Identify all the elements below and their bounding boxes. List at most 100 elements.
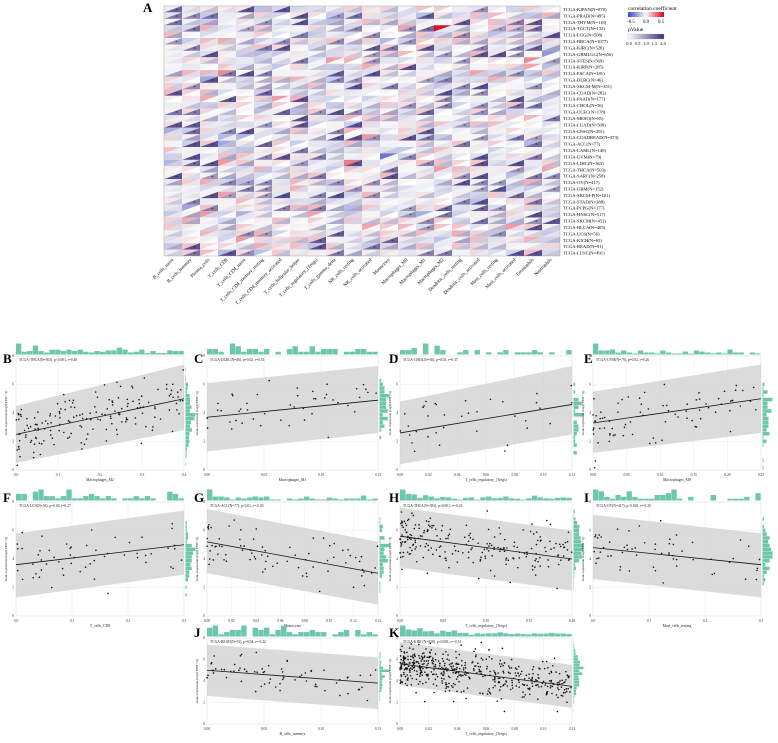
data-point <box>59 413 61 415</box>
data-point <box>456 668 458 670</box>
x-tick-label: 0.3 <box>182 619 187 623</box>
data-point <box>422 557 424 559</box>
data-point <box>514 415 516 417</box>
marginal-hist-bar-y <box>763 421 769 425</box>
data-point <box>534 566 536 568</box>
data-point <box>463 690 465 692</box>
marginal-hist-bar-x <box>321 349 326 355</box>
panel-label-b: B <box>3 351 12 366</box>
data-point <box>559 543 561 545</box>
heatmap-row-label: TCGA-UCEC(N=178) <box>563 110 606 115</box>
data-point <box>512 687 514 689</box>
data-point <box>306 680 308 682</box>
marginal-hist-bar-x <box>332 634 337 636</box>
data-point <box>261 686 263 688</box>
data-point <box>548 566 550 568</box>
data-point <box>255 691 257 693</box>
marginal-hist-bar-x <box>327 498 332 501</box>
y-tick-label: 6 <box>396 529 398 533</box>
data-point <box>526 684 528 686</box>
marginal-hist-bar-y <box>186 367 187 371</box>
data-point <box>677 416 679 418</box>
data-point <box>125 421 127 423</box>
y-tick-label: 6 <box>589 383 591 387</box>
data-point <box>356 388 358 390</box>
data-point <box>552 686 554 688</box>
marginal-hist-bar-x <box>61 496 66 500</box>
marginal-hist-bar-y <box>574 398 579 402</box>
data-point <box>402 541 404 543</box>
data-point <box>361 556 363 558</box>
data-point <box>157 389 159 391</box>
data-point <box>539 407 541 409</box>
data-point <box>21 548 23 550</box>
marginal-hist-bar-x <box>593 344 598 355</box>
data-point <box>467 687 469 689</box>
panel-label-f: F <box>3 490 11 505</box>
data-point <box>660 520 662 522</box>
x-tick-label: 0.2 <box>126 619 131 623</box>
data-point <box>140 442 142 444</box>
marginal-hist-bar-y <box>380 589 381 593</box>
data-point <box>448 659 450 661</box>
data-point <box>464 665 466 667</box>
marginal-hist-bar-y <box>574 532 580 536</box>
y-tick-label: 0 <box>396 614 398 618</box>
data-point <box>69 421 71 423</box>
data-point <box>517 567 519 569</box>
marginal-hist-bar-y <box>763 525 764 529</box>
data-point <box>308 553 310 555</box>
data-point <box>445 538 447 540</box>
marginal-hist-bar-x <box>621 497 626 501</box>
data-point <box>488 688 490 690</box>
data-point <box>246 403 248 405</box>
data-point <box>505 564 507 566</box>
y-axis-label: Gene expression (log2(TPM+1)) <box>4 537 8 581</box>
data-point <box>302 575 304 577</box>
data-point <box>405 532 407 534</box>
data-point <box>403 661 405 663</box>
data-point <box>89 412 91 414</box>
marginal-hist-bar-x <box>270 500 275 501</box>
marginal-hist-bar-y <box>380 551 384 555</box>
data-point <box>627 549 629 551</box>
data-point <box>494 681 496 683</box>
data-point <box>16 449 18 451</box>
marginal-hist-bar-x <box>711 495 716 501</box>
marginal-hist-bar-y <box>574 687 577 690</box>
marginal-hist-bar-x <box>55 350 60 355</box>
data-point <box>45 420 47 422</box>
marginal-hist-bar-x <box>224 632 229 636</box>
marginal-hist-bar-y <box>186 559 192 563</box>
data-point <box>99 419 101 421</box>
data-point <box>326 394 328 396</box>
data-point <box>281 668 283 670</box>
marginal-hist-bar-x <box>218 352 223 355</box>
data-point <box>427 674 429 676</box>
marginal-hist-bar-x <box>452 499 457 501</box>
data-point <box>455 651 457 653</box>
data-point <box>423 656 425 658</box>
data-point <box>433 525 435 527</box>
data-point <box>537 540 539 542</box>
data-point <box>41 443 43 445</box>
data-point <box>424 671 426 673</box>
data-point <box>427 572 429 574</box>
data-point <box>171 528 173 530</box>
marginal-hist-bar-x <box>275 352 280 355</box>
marginal-hist-bar-x <box>515 352 520 354</box>
data-point <box>547 686 549 688</box>
data-point <box>423 405 425 407</box>
data-point <box>475 656 477 658</box>
data-point <box>213 672 215 674</box>
data-point <box>705 403 707 405</box>
data-point <box>401 665 403 667</box>
data-point <box>449 664 451 666</box>
data-point <box>419 675 421 677</box>
marginal-hist-bar-x <box>610 499 615 501</box>
marginal-hist-bar-x <box>755 354 760 355</box>
marginal-hist-bar-x <box>515 499 520 501</box>
data-point <box>644 392 646 394</box>
marginal-hist-bar-x <box>750 353 755 355</box>
